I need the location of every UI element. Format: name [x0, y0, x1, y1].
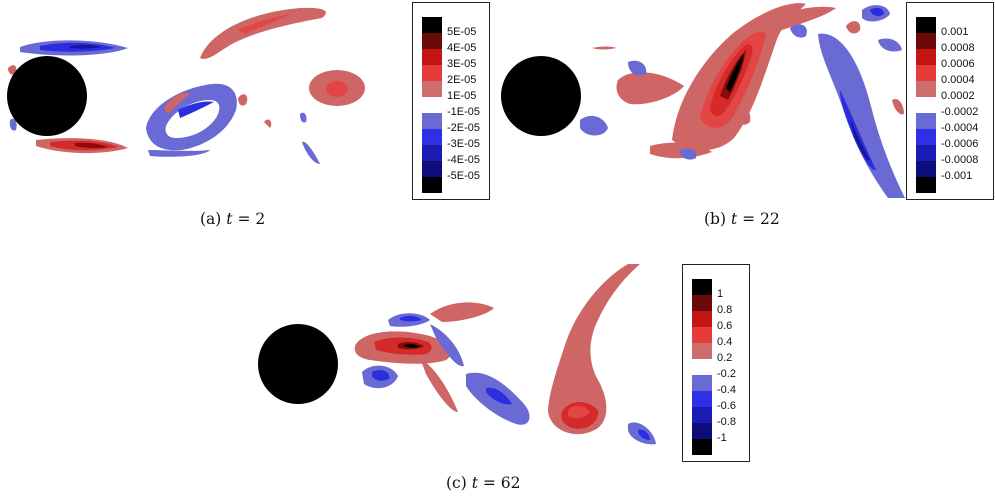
- legend-label: -0.2: [717, 368, 736, 380]
- legend-label: -3E-05: [447, 138, 481, 150]
- panel-c-caption-prefix: (c): [446, 474, 467, 492]
- panel-c-caption-rest: = 62: [482, 474, 521, 492]
- panel-a-red-vortex-top: [200, 7, 326, 59]
- legend-swatch: [422, 145, 442, 161]
- legend-swatch: [422, 33, 442, 49]
- panel-c: 1 0.8 0.6 0.4 0.2 -0.2 -0.4 -0.6 -0.8 -1 (c) t = …: [250, 262, 750, 502]
- legend-label: 2E-05: [447, 74, 477, 86]
- panel-c-caption: (c) t = 62: [446, 474, 521, 492]
- legend-swatch: [692, 375, 712, 391]
- panel-b-caption-prefix: (b): [704, 210, 727, 228]
- legend-label: -0.6: [717, 400, 736, 412]
- panel-b-caption: (b) t = 22: [704, 210, 780, 228]
- legend-swatch: [692, 391, 712, 407]
- legend-swatch: [422, 49, 442, 65]
- legend-swatch: [692, 439, 712, 455]
- legend-swatch: [916, 65, 936, 81]
- legend-swatch: [692, 423, 712, 439]
- legend-label: 0.2: [717, 352, 733, 364]
- panel-b: 0.001 0.0008 0.0006 0.0004 0.0002 -0.0002 -0.0…: [500, 0, 995, 240]
- panel-b-contour-plot: [501, 3, 905, 198]
- legend-swatch: [422, 161, 442, 177]
- legend-label: 0.0008: [941, 42, 975, 54]
- legend-swatch: [422, 113, 442, 129]
- legend-label: -0.4: [717, 384, 736, 396]
- legend-swatch: [916, 129, 936, 145]
- legend-swatch: [916, 81, 936, 97]
- legend-label: -0.0002: [941, 106, 979, 118]
- panel-c-contour-plot: [258, 264, 656, 445]
- legend-swatch: [692, 279, 712, 295]
- legend-swatch: [916, 33, 936, 49]
- panel-c-legend: 1 0.8 0.6 0.4 0.2 -0.2 -0.4 -0.6 -0.8 -1: [682, 264, 750, 462]
- legend-label: -0.0004: [941, 122, 979, 134]
- legend-swatch: [916, 97, 936, 113]
- legend-swatch: [422, 81, 442, 97]
- legend-label: 1: [717, 288, 724, 300]
- panel-a: 5E-05 4E-05 3E-05 2E-05 1E-05 -1E-05 -2E-05 -3E…: [0, 0, 490, 240]
- legend-label: -0.8: [717, 416, 736, 428]
- legend-swatch: [916, 17, 936, 33]
- legend-label: -0.001: [941, 170, 973, 182]
- legend-label: 0.0006: [941, 58, 975, 70]
- legend-label: 0.0002: [941, 90, 975, 102]
- legend-swatch: [422, 177, 442, 193]
- legend-label: -2E-05: [447, 122, 481, 134]
- legend-swatch: [916, 177, 936, 193]
- panel-c-caption-var: t: [471, 474, 478, 492]
- panel-b-cylinder: [501, 56, 581, 136]
- panel-a-legend: 5E-05 4E-05 3E-05 2E-05 1E-05 -1E-05 -2E-05 -3E…: [412, 2, 490, 200]
- panel-a-contour-plot: [7, 7, 365, 164]
- legend-swatch: [916, 113, 936, 129]
- legend-swatch: [916, 161, 936, 177]
- panel-a-cylinder: [7, 56, 87, 136]
- legend-swatch: [692, 327, 712, 343]
- panel-a-caption: (a) t = 2: [200, 210, 265, 228]
- legend-swatch: [692, 359, 712, 375]
- legend-label: -4E-05: [447, 154, 481, 166]
- legend-swatch: [422, 17, 442, 33]
- legend-label: -1E-05: [447, 106, 481, 118]
- legend-label: 0.001: [941, 26, 969, 38]
- legend-swatch: [692, 343, 712, 359]
- legend-label: 0.8: [717, 304, 733, 316]
- legend-label: 0.0004: [941, 74, 975, 86]
- legend-swatch: [916, 49, 936, 65]
- legend-label: -0.0006: [941, 138, 979, 150]
- legend-swatch: [422, 129, 442, 145]
- panel-b-caption-rest: = 22: [742, 210, 780, 228]
- legend-swatch: [422, 97, 442, 113]
- panel-c-cylinder: [258, 324, 338, 404]
- panel-a-blue-vortex: [146, 83, 237, 151]
- panel-a-caption-rest: = 2: [237, 210, 266, 228]
- legend-swatch: [916, 145, 936, 161]
- legend-label: 3E-05: [447, 58, 477, 70]
- panel-b-caption-var: t: [730, 210, 738, 228]
- legend-label: 5E-05: [447, 26, 477, 38]
- legend-swatch: [692, 311, 712, 327]
- panel-b-blue-band: [818, 33, 905, 198]
- legend-label: 1E-05: [447, 90, 477, 102]
- legend-label: -5E-05: [447, 170, 481, 182]
- legend-swatch: [692, 407, 712, 423]
- panel-a-caption-var: t: [226, 210, 233, 228]
- legend-label: 4E-05: [447, 42, 477, 54]
- panel-c-red-hook: [548, 264, 640, 435]
- panel-b-legend: 0.001 0.0008 0.0006 0.0004 0.0002 -0.0002 -0.0…: [906, 2, 994, 200]
- legend-swatch: [422, 65, 442, 81]
- legend-swatch: [692, 295, 712, 311]
- panel-a-caption-prefix: (a): [200, 210, 222, 228]
- legend-label: -0.0008: [941, 154, 979, 166]
- legend-label: 0.6: [717, 320, 733, 332]
- legend-label: 0.4: [717, 336, 733, 348]
- legend-label: -1: [717, 432, 727, 444]
